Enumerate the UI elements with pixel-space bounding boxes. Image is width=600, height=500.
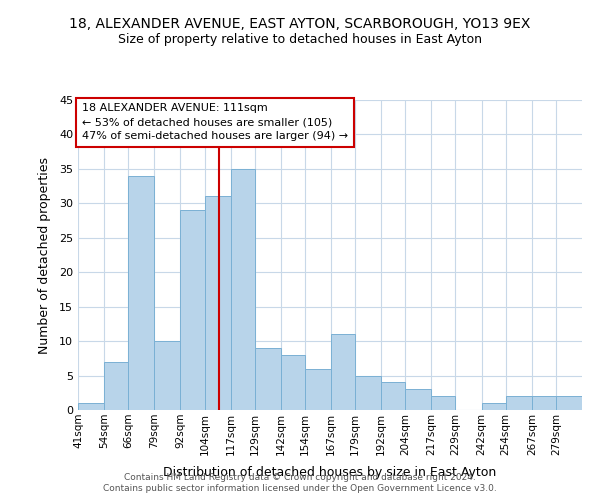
Bar xyxy=(355,376,381,410)
X-axis label: Distribution of detached houses by size in East Ayton: Distribution of detached houses by size … xyxy=(163,466,497,479)
Bar xyxy=(556,396,582,410)
Text: Contains HM Land Registry data © Crown copyright and database right 2024.: Contains HM Land Registry data © Crown c… xyxy=(124,472,476,482)
Bar xyxy=(205,196,230,410)
Text: Contains public sector information licensed under the Open Government Licence v3: Contains public sector information licen… xyxy=(103,484,497,493)
Bar xyxy=(230,169,255,410)
Bar xyxy=(255,348,281,410)
Bar xyxy=(381,382,405,410)
Text: 18, ALEXANDER AVENUE, EAST AYTON, SCARBOROUGH, YO13 9EX: 18, ALEXANDER AVENUE, EAST AYTON, SCARBO… xyxy=(70,18,530,32)
Text: 18 ALEXANDER AVENUE: 111sqm
← 53% of detached houses are smaller (105)
47% of se: 18 ALEXANDER AVENUE: 111sqm ← 53% of det… xyxy=(82,104,348,142)
Bar xyxy=(331,334,355,410)
Bar xyxy=(431,396,455,410)
Bar xyxy=(78,403,104,410)
Y-axis label: Number of detached properties: Number of detached properties xyxy=(38,156,50,354)
Bar xyxy=(181,210,205,410)
Bar xyxy=(128,176,154,410)
Bar xyxy=(482,403,506,410)
Bar xyxy=(281,355,305,410)
Text: Size of property relative to detached houses in East Ayton: Size of property relative to detached ho… xyxy=(118,32,482,46)
Bar xyxy=(154,341,181,410)
Bar xyxy=(305,368,331,410)
Bar xyxy=(104,362,128,410)
Bar xyxy=(532,396,556,410)
Bar xyxy=(506,396,532,410)
Bar xyxy=(405,390,431,410)
